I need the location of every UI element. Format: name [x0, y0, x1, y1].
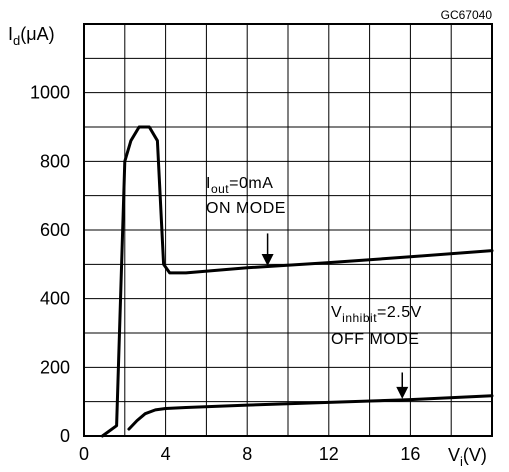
figure-id: GC67040 — [441, 8, 493, 22]
x-axis-label: Vi(V) — [448, 445, 487, 469]
y-axis-label: Id(μA) — [8, 24, 55, 48]
off-mode-condition-label: Vinhibit=2.5V — [331, 304, 422, 325]
on-mode-condition-label: Iout=0mA — [206, 175, 273, 196]
y-tick-label: 1000 — [30, 83, 70, 103]
y-tick-label: 600 — [40, 220, 70, 240]
x-tick-label: 0 — [79, 444, 89, 464]
annotation-arrows — [261, 233, 409, 399]
on-mode-label: ON MODE — [206, 200, 286, 217]
on-mode-arrow-head — [261, 254, 274, 267]
series-line-on-mode — [100, 125, 494, 438]
series-group — [100, 125, 494, 438]
off-mode-arrow-head — [396, 386, 409, 399]
y-tick-label: 800 — [40, 151, 70, 171]
series-line-off-mode — [127, 394, 494, 431]
grid — [84, 24, 492, 436]
plot-frame — [83, 23, 493, 437]
y-tick-label: 200 — [40, 357, 70, 377]
x-tick-label: 12 — [319, 444, 339, 464]
y-tick-label: 400 — [40, 289, 70, 309]
y-tick-labels: 0 200 400 600 800 1000 — [30, 83, 70, 446]
off-mode-label: OFF MODE — [331, 331, 419, 348]
x-tick-label: 4 — [161, 444, 171, 464]
y-tick-label: 0 — [60, 426, 70, 446]
x-tick-label: 16 — [400, 444, 420, 464]
x-tick-labels: 0 4 8 12 16 — [79, 444, 420, 464]
x-tick-label: 8 — [242, 444, 252, 464]
